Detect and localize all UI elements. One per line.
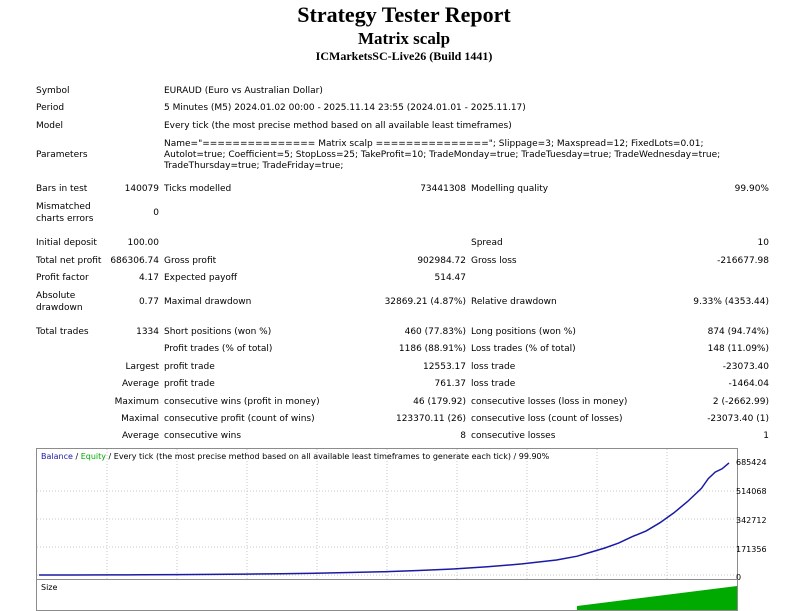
net-profit-value: 686306.74 xyxy=(110,256,159,266)
deposit-value: 100.00 xyxy=(127,238,160,248)
gross-profit-label: Gross profit xyxy=(164,256,217,266)
y-tick-label: 514068 xyxy=(736,487,767,496)
balance-line xyxy=(39,462,730,576)
largest-label: Largest xyxy=(125,362,159,372)
avg-cons-losses-value: 1 xyxy=(763,431,769,441)
period-value: 5 Minutes (M5) 2024.01.02 00:00 - 2025.1… xyxy=(164,103,526,113)
cons-losses-value: 2 (-2662.99) xyxy=(712,397,769,407)
largest-profit-label: profit trade xyxy=(164,362,215,372)
long-positions-label: Long positions (won %) xyxy=(471,327,576,337)
quality-value: 99.90% xyxy=(734,184,769,194)
y-tick-label: 685424 xyxy=(736,458,767,467)
loss-trades-label: Loss trades (% of total) xyxy=(471,344,576,354)
quality-label: Modelling quality xyxy=(471,184,549,194)
gross-loss-label: Gross loss xyxy=(471,256,517,266)
size-chart-svg xyxy=(577,586,737,610)
profit-trades-value: 1186 (88.91%) xyxy=(398,344,466,354)
profit-factor-value: 4.17 xyxy=(138,273,159,283)
loss-trades-value: 148 (11.09%) xyxy=(707,344,769,354)
ticks-label: Ticks modelled xyxy=(164,184,232,194)
largest-loss-label: loss trade xyxy=(471,362,516,372)
model-label: Model xyxy=(36,121,64,131)
absolute-drawdown-label-2: drawdown xyxy=(36,303,83,313)
report-title: Strategy Tester Report xyxy=(297,2,511,27)
size-label: Size xyxy=(41,583,58,592)
deposit-label: Initial deposit xyxy=(36,238,97,248)
size-area xyxy=(577,586,737,610)
model-value: Every tick (the most precise method base… xyxy=(164,121,512,131)
balance-chart-svg xyxy=(37,449,737,579)
maximum-label: Maximum xyxy=(114,397,159,407)
maximal-drawdown-label: Maximal drawdown xyxy=(164,297,252,307)
average-cons-label: Average xyxy=(122,431,159,441)
cons-wins-label: consecutive wins (profit in money) xyxy=(164,397,320,407)
total-trades-value: 1334 xyxy=(136,327,159,337)
parameters-label: Parameters xyxy=(36,150,88,160)
cons-profit-value: 123370.11 (26) xyxy=(395,414,466,424)
gross-profit-value: 902984.72 xyxy=(417,256,466,266)
average-profit-label: profit trade xyxy=(164,379,215,389)
legend-equity: Equity xyxy=(80,452,106,461)
absolute-drawdown-label: Absolute xyxy=(36,291,76,301)
symbol-value: EURAUD (Euro vs Australian Dollar) xyxy=(164,86,323,96)
absolute-drawdown-value: 0.77 xyxy=(138,297,159,307)
mismatch-value: 0 xyxy=(153,208,159,218)
net-profit-label: Total net profit xyxy=(36,256,102,266)
cons-losses-label: consecutive losses (loss in money) xyxy=(471,397,628,407)
short-positions-label: Short positions (won %) xyxy=(164,327,272,337)
long-positions-value: 874 (94.74%) xyxy=(707,327,769,337)
short-positions-value: 460 (77.83%) xyxy=(404,327,466,337)
average-profit-value: 761.37 xyxy=(434,379,467,389)
largest-profit-value: 12553.17 xyxy=(423,362,466,372)
mismatch-label-2: charts errors xyxy=(36,214,94,224)
mismatch-label: Mismatched xyxy=(36,202,91,212)
ticks-value: 73441308 xyxy=(420,184,466,194)
cons-loss-label: consecutive loss (count of losses) xyxy=(471,414,623,424)
spread-value: 10 xyxy=(757,238,769,248)
largest-loss-value: -23073.40 xyxy=(722,362,769,372)
y-tick-label: 171356 xyxy=(736,545,767,554)
average-label: Average xyxy=(122,379,159,389)
server-build: ICMarketsSC-Live26 (Build 1441) xyxy=(315,49,493,63)
average-loss-label: loss trade xyxy=(471,379,516,389)
relative-drawdown-label: Relative drawdown xyxy=(471,297,557,307)
size-panel: Size xyxy=(36,579,738,611)
period-label: Period xyxy=(36,103,65,113)
avg-cons-losses-label: consecutive losses xyxy=(471,431,556,441)
spread-label: Spread xyxy=(471,238,503,248)
balance-chart: Balance / Equity / Every tick (the most … xyxy=(36,448,738,580)
avg-cons-wins-value: 8 xyxy=(460,431,466,441)
profit-trades-label: Profit trades (% of total) xyxy=(164,344,273,354)
cons-loss-value: -23073.40 (1) xyxy=(707,414,769,424)
expected-payoff-label: Expected payoff xyxy=(164,273,238,283)
profit-factor-label: Profit factor xyxy=(36,273,89,283)
cons-profit-label: consecutive profit (count of wins) xyxy=(164,414,315,424)
legend-description: / Every tick (the most precise method ba… xyxy=(105,452,550,461)
parameters-value: Name="=============== Matrix scalp =====… xyxy=(164,139,721,171)
legend-balance: Balance xyxy=(41,452,73,461)
bars-value: 140079 xyxy=(124,184,159,194)
relative-drawdown-value: 9.33% (4353.44) xyxy=(693,297,769,307)
total-trades-label: Total trades xyxy=(36,327,89,337)
chart-legend: Balance / Equity / Every tick (the most … xyxy=(41,452,549,461)
gross-loss-value: -216677.98 xyxy=(717,256,769,266)
legend-separator: / xyxy=(72,452,81,461)
maximal-label: Maximal xyxy=(121,414,159,424)
bars-label: Bars in test xyxy=(36,184,88,194)
ea-name: Matrix scalp xyxy=(357,29,451,48)
average-loss-value: -1464.04 xyxy=(728,379,769,389)
y-tick-label: 342712 xyxy=(736,516,767,525)
cons-wins-value: 46 (179.92) xyxy=(413,397,466,407)
expected-payoff-value: 514.47 xyxy=(434,273,467,283)
maximal-drawdown-value: 32869.21 (4.87%) xyxy=(384,297,466,307)
symbol-label: Symbol xyxy=(36,86,70,96)
avg-cons-wins-label: consecutive wins xyxy=(164,431,242,441)
y-tick-label: 0 xyxy=(736,573,742,582)
